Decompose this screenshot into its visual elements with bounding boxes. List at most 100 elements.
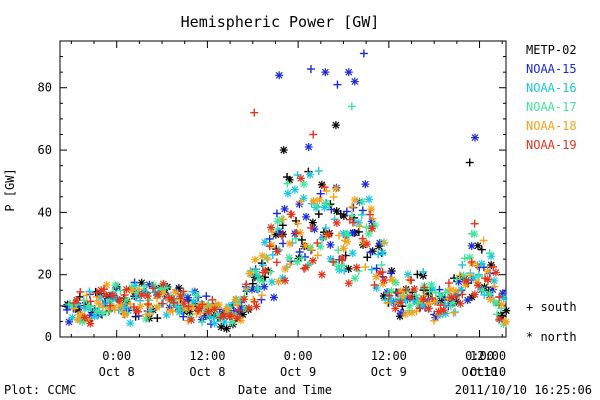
marker-north [380, 276, 389, 285]
marker-south [321, 224, 330, 233]
marker-south [425, 287, 434, 296]
marker-legend-entry: + south [526, 300, 577, 314]
marker-south-peak [347, 102, 356, 111]
marker-north [446, 285, 455, 294]
marker-south-peak [309, 130, 318, 139]
marker-north [486, 295, 495, 304]
y-axis-ticks: 0 20 40 60 80 [38, 56, 506, 344]
marker-south [449, 308, 458, 317]
marker-north [456, 299, 465, 308]
marker-north [343, 237, 352, 246]
marker-north-peak [275, 71, 284, 80]
x-tick-label-time: 0:00 [465, 349, 494, 363]
marker-north [141, 314, 150, 323]
marker-south [420, 283, 429, 292]
marker-south [398, 292, 407, 301]
marker-north [301, 263, 310, 272]
marker-south [148, 284, 157, 293]
marker-north [487, 260, 496, 269]
marker-south [106, 301, 115, 310]
marker-south [82, 291, 91, 300]
marker-south [399, 291, 408, 300]
marker-south [318, 234, 327, 243]
marker-south [308, 245, 317, 254]
marker-south [266, 267, 275, 276]
marker-north-peak [304, 142, 313, 151]
marker-south-peak [333, 80, 342, 89]
marker-south [490, 282, 499, 291]
marker-north [299, 194, 308, 203]
marker-north [120, 310, 129, 319]
marker-south [279, 239, 288, 248]
x-tick-label-date: Oct 8 [189, 365, 225, 379]
marker-north [492, 299, 501, 308]
marker-north [483, 275, 492, 284]
marker-south [313, 239, 322, 248]
marker-north [233, 314, 242, 323]
marker-north [267, 277, 276, 286]
marker-north [195, 304, 204, 313]
marker-south [358, 206, 367, 215]
marker-south [143, 300, 152, 309]
marker-north [204, 307, 213, 316]
marker-south [100, 285, 109, 294]
marker-north [334, 262, 343, 271]
marker-north [251, 255, 260, 264]
marker-south [110, 305, 119, 314]
marker-north [485, 289, 494, 298]
marker-south [329, 192, 338, 201]
marker-north [470, 290, 479, 299]
marker-north [309, 197, 318, 206]
marker-south [348, 202, 357, 211]
marker-south [366, 248, 375, 257]
marker-south [485, 249, 494, 258]
marker-south [273, 224, 282, 233]
marker-north [240, 295, 249, 304]
marker-north [245, 304, 254, 313]
marker-north [405, 301, 414, 310]
marker-south [283, 179, 292, 188]
marker-south [63, 305, 72, 314]
marker-north [260, 282, 269, 291]
marker-south [361, 263, 370, 272]
marker-north [267, 241, 276, 250]
marker-south [279, 215, 288, 224]
marker-south [413, 270, 422, 279]
marker-south [272, 209, 281, 218]
marker-south [86, 297, 95, 306]
marker-south [378, 268, 387, 277]
marker-north [65, 317, 74, 326]
marker-north [94, 299, 103, 308]
x-tick-label-date: Oct 9 [280, 365, 316, 379]
marker-south [153, 314, 162, 323]
marker-north [407, 308, 416, 317]
marker-south [320, 183, 329, 192]
marker-north [280, 204, 289, 213]
marker-south [379, 238, 388, 247]
marker-south [268, 250, 277, 259]
marker-south [184, 302, 193, 311]
marker-south [451, 292, 460, 301]
marker-south [342, 207, 351, 216]
x-axis-label: Date and Time [238, 383, 332, 397]
legend-entry: NOAA-17 [526, 100, 577, 114]
marker-north [352, 263, 361, 272]
marker-south [98, 303, 107, 312]
marker-south [329, 257, 338, 266]
marker-legend: + south * north [526, 300, 577, 344]
marker-north [301, 241, 310, 250]
marker-north [363, 240, 372, 249]
marker-north [343, 230, 352, 239]
y-tick-label: 20 [38, 268, 52, 282]
marker-south [272, 258, 281, 267]
marker-south [383, 298, 392, 307]
marker-north [358, 197, 367, 206]
marker-north-peak [344, 68, 353, 77]
marker-south [292, 228, 301, 237]
marker-south [370, 281, 379, 290]
marker-north [499, 294, 508, 303]
marker-south [339, 261, 348, 270]
y-tick-label: 0 [45, 330, 52, 344]
marker-north [388, 275, 397, 284]
footer-plot-credit: Plot: CCMC [4, 383, 76, 397]
